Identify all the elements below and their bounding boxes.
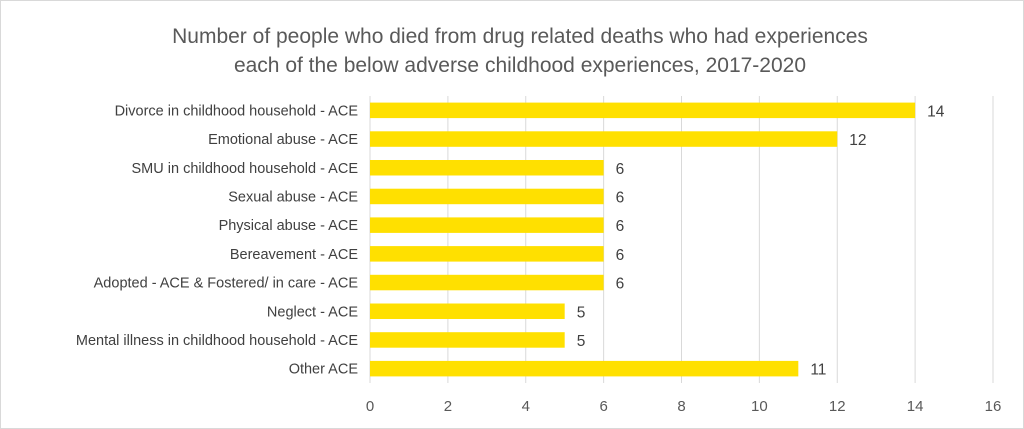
x-tick-label-4: 4 — [522, 398, 530, 415]
x-tick-label-2: 2 — [444, 398, 452, 415]
data-label-0: 14 — [927, 103, 945, 120]
data-label-4: 6 — [616, 218, 625, 235]
bar-7 — [370, 303, 565, 319]
category-label-3: Sexual abuse - ACE — [228, 189, 358, 205]
x-tick-label-14: 14 — [907, 398, 924, 415]
data-labels: 14 12 6 6 6 6 6 5 5 11 — [577, 103, 945, 378]
bar-0 — [370, 102, 916, 119]
category-label-9: Other ACE — [289, 362, 359, 378]
chart-title-line-1: Number of people who died from drug rela… — [172, 25, 868, 48]
data-label-5: 6 — [616, 247, 625, 264]
bar-1 — [370, 131, 838, 147]
category-label-7: Neglect - ACE — [267, 304, 358, 320]
bar-2 — [370, 160, 604, 176]
bar-9 — [370, 360, 799, 377]
bars — [370, 102, 916, 377]
category-label-8: Mental illness in childhood household - … — [76, 333, 358, 349]
data-label-1: 12 — [849, 132, 866, 149]
x-tick-label-8: 8 — [677, 398, 685, 415]
data-label-9: 11 — [810, 362, 826, 379]
x-tick-label-16: 16 — [985, 398, 1002, 415]
x-tick-label-0: 0 — [366, 398, 374, 415]
category-label-2: SMU in childhood household - ACE — [132, 161, 359, 177]
x-tick-label-6: 6 — [599, 398, 607, 415]
chart-title: Number of people who died from drug rela… — [0, 22, 1024, 80]
bar-6 — [370, 274, 604, 291]
data-label-8: 5 — [577, 333, 586, 350]
bar-8 — [370, 332, 565, 348]
x-axis-tick-labels: 0 2 4 6 8 10 12 14 16 — [366, 398, 1002, 415]
data-label-3: 6 — [616, 189, 625, 206]
bar-3 — [370, 188, 604, 205]
data-label-2: 6 — [616, 161, 625, 178]
data-label-6: 6 — [616, 276, 625, 293]
category-label-6: Adopted - ACE & Fostered/ in care - ACE — [94, 276, 359, 292]
category-label-0: Divorce in childhood household - ACE — [115, 103, 359, 119]
bar-4 — [370, 217, 604, 233]
x-tick-label-10: 10 — [751, 398, 768, 415]
category-label-5: Bereavement - ACE — [230, 247, 358, 263]
chart-title-line-2: each of the below adverse childhood expe… — [233, 54, 807, 77]
data-label-7: 5 — [577, 304, 586, 321]
x-tick-label-12: 12 — [829, 398, 846, 415]
category-label-1: Emotional abuse - ACE — [208, 132, 358, 148]
category-label-4: Physical abuse - ACE — [219, 218, 359, 234]
category-labels: Divorce in childhood household - ACE Emot… — [76, 103, 358, 377]
bar-5 — [370, 246, 604, 262]
